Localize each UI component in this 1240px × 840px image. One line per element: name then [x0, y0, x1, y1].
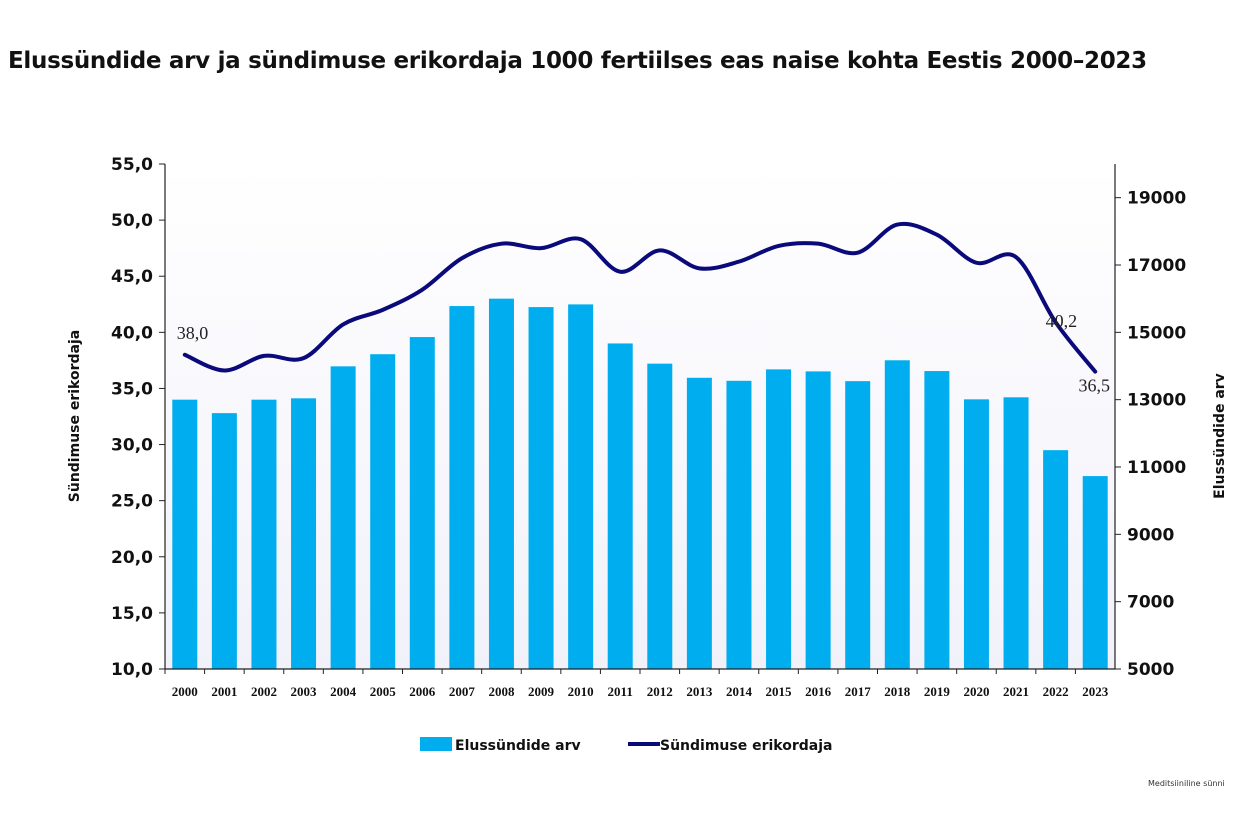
bar-2014: [726, 380, 752, 669]
legend: Elussündide arv Sündimuse erikordaja: [420, 737, 832, 754]
bar-2020: [963, 399, 989, 669]
bar-2015: [766, 369, 792, 669]
x-tick-label-2011: 2011: [608, 684, 633, 699]
x-tick-label-2005: 2005: [370, 684, 397, 699]
y-left-tick-label: 25,0: [111, 492, 153, 512]
bar-2000: [172, 399, 198, 669]
x-tick-label-2008: 2008: [488, 684, 515, 699]
y-left-tick-label: 40,0: [111, 323, 153, 343]
y-right-tick-label: 15000: [1127, 323, 1186, 343]
y-right-tick-label: 13000: [1127, 391, 1186, 411]
x-tick-label-2012: 2012: [647, 684, 673, 699]
y-left-tick-label: 55,0: [111, 155, 153, 175]
x-tick-label-2015: 2015: [766, 684, 793, 699]
bar-2007: [449, 306, 475, 669]
bar-2018: [884, 360, 910, 669]
y-left-tick-label: 30,0: [111, 436, 153, 456]
y-right-tick-label: 17000: [1127, 256, 1186, 276]
bar-2023: [1082, 476, 1108, 669]
bar-2001: [211, 413, 237, 669]
bar-2022: [1043, 450, 1069, 669]
legend-label-bars: Elussündide arv: [455, 738, 581, 754]
x-tick-label-2017: 2017: [845, 684, 872, 699]
x-tick-label-2009: 2009: [528, 684, 555, 699]
bar-2012: [647, 363, 673, 669]
x-tick-label-2006: 2006: [409, 684, 436, 699]
bar-2009: [528, 307, 554, 669]
bar-2016: [805, 371, 831, 669]
x-tick-label-2016: 2016: [805, 684, 832, 699]
y-right-tick-label: 19000: [1127, 189, 1186, 209]
x-tick-label-2007: 2007: [449, 684, 476, 699]
x-tick-label-2001: 2001: [211, 684, 237, 699]
x-tick-label-2013: 2013: [686, 684, 713, 699]
source-note: Meditsiiniline sünni: [1148, 779, 1225, 788]
chart-title: Elussündide arv ja sündimuse erikordaja …: [8, 48, 1147, 74]
bar-2021: [1003, 397, 1029, 669]
y-left-tick-label: 50,0: [111, 211, 153, 231]
data-label-2022: 40,2: [1046, 311, 1078, 331]
x-tick-label-2010: 2010: [568, 684, 594, 699]
x-tick-label-2022: 2022: [1043, 684, 1069, 699]
x-tick-label-2021: 2021: [1003, 684, 1029, 699]
bar-2003: [291, 398, 317, 669]
y-right-tick-label: 9000: [1127, 525, 1174, 545]
line-sundimuse-erikordaja: [182, 221, 1098, 374]
y-right-tick-label: 7000: [1127, 593, 1174, 613]
bar-2008: [488, 298, 514, 669]
bar-2004: [330, 366, 356, 669]
bar-2017: [845, 381, 871, 669]
y-left-tick-label: 20,0: [111, 548, 153, 568]
x-tick-label-2002: 2002: [251, 684, 277, 699]
x-tick-label-2023: 2023: [1082, 684, 1109, 699]
bar-2006: [409, 337, 435, 669]
bar-2002: [251, 399, 277, 669]
x-tick-label-2003: 2003: [291, 684, 318, 699]
bar-2005: [370, 354, 396, 669]
legend-swatch-bar: [420, 737, 452, 751]
bar-2011: [607, 343, 633, 669]
x-tick-label-2018: 2018: [884, 684, 911, 699]
x-tick-label-2004: 2004: [330, 684, 357, 699]
bar-2019: [924, 371, 950, 669]
data-label-2023: 36,5: [1078, 376, 1110, 396]
x-tick-label-2019: 2019: [924, 684, 951, 699]
y-right-tick-label: 5000: [1127, 660, 1174, 680]
y-left-tick-label: 45,0: [111, 267, 153, 287]
y-axis-left-label: Sündimuse erikordaja: [67, 330, 83, 502]
legend-label-line: Sündimuse erikordaja: [660, 738, 832, 754]
x-tick-label-2020: 2020: [963, 684, 989, 699]
x-tick-label-2000: 2000: [172, 684, 198, 699]
x-tick-label-2014: 2014: [726, 684, 753, 699]
y-axis-right-label: Elussündide arv: [1212, 373, 1228, 499]
y-left-tick-label: 15,0: [111, 604, 153, 624]
data-label-2000: 38,0: [177, 323, 209, 343]
y-left-tick-label: 35,0: [111, 379, 153, 399]
bar-2013: [686, 377, 712, 669]
bar-2010: [568, 304, 594, 669]
y-right-tick-label: 11000: [1127, 458, 1186, 478]
y-left-tick-label: 10,0: [111, 660, 153, 680]
